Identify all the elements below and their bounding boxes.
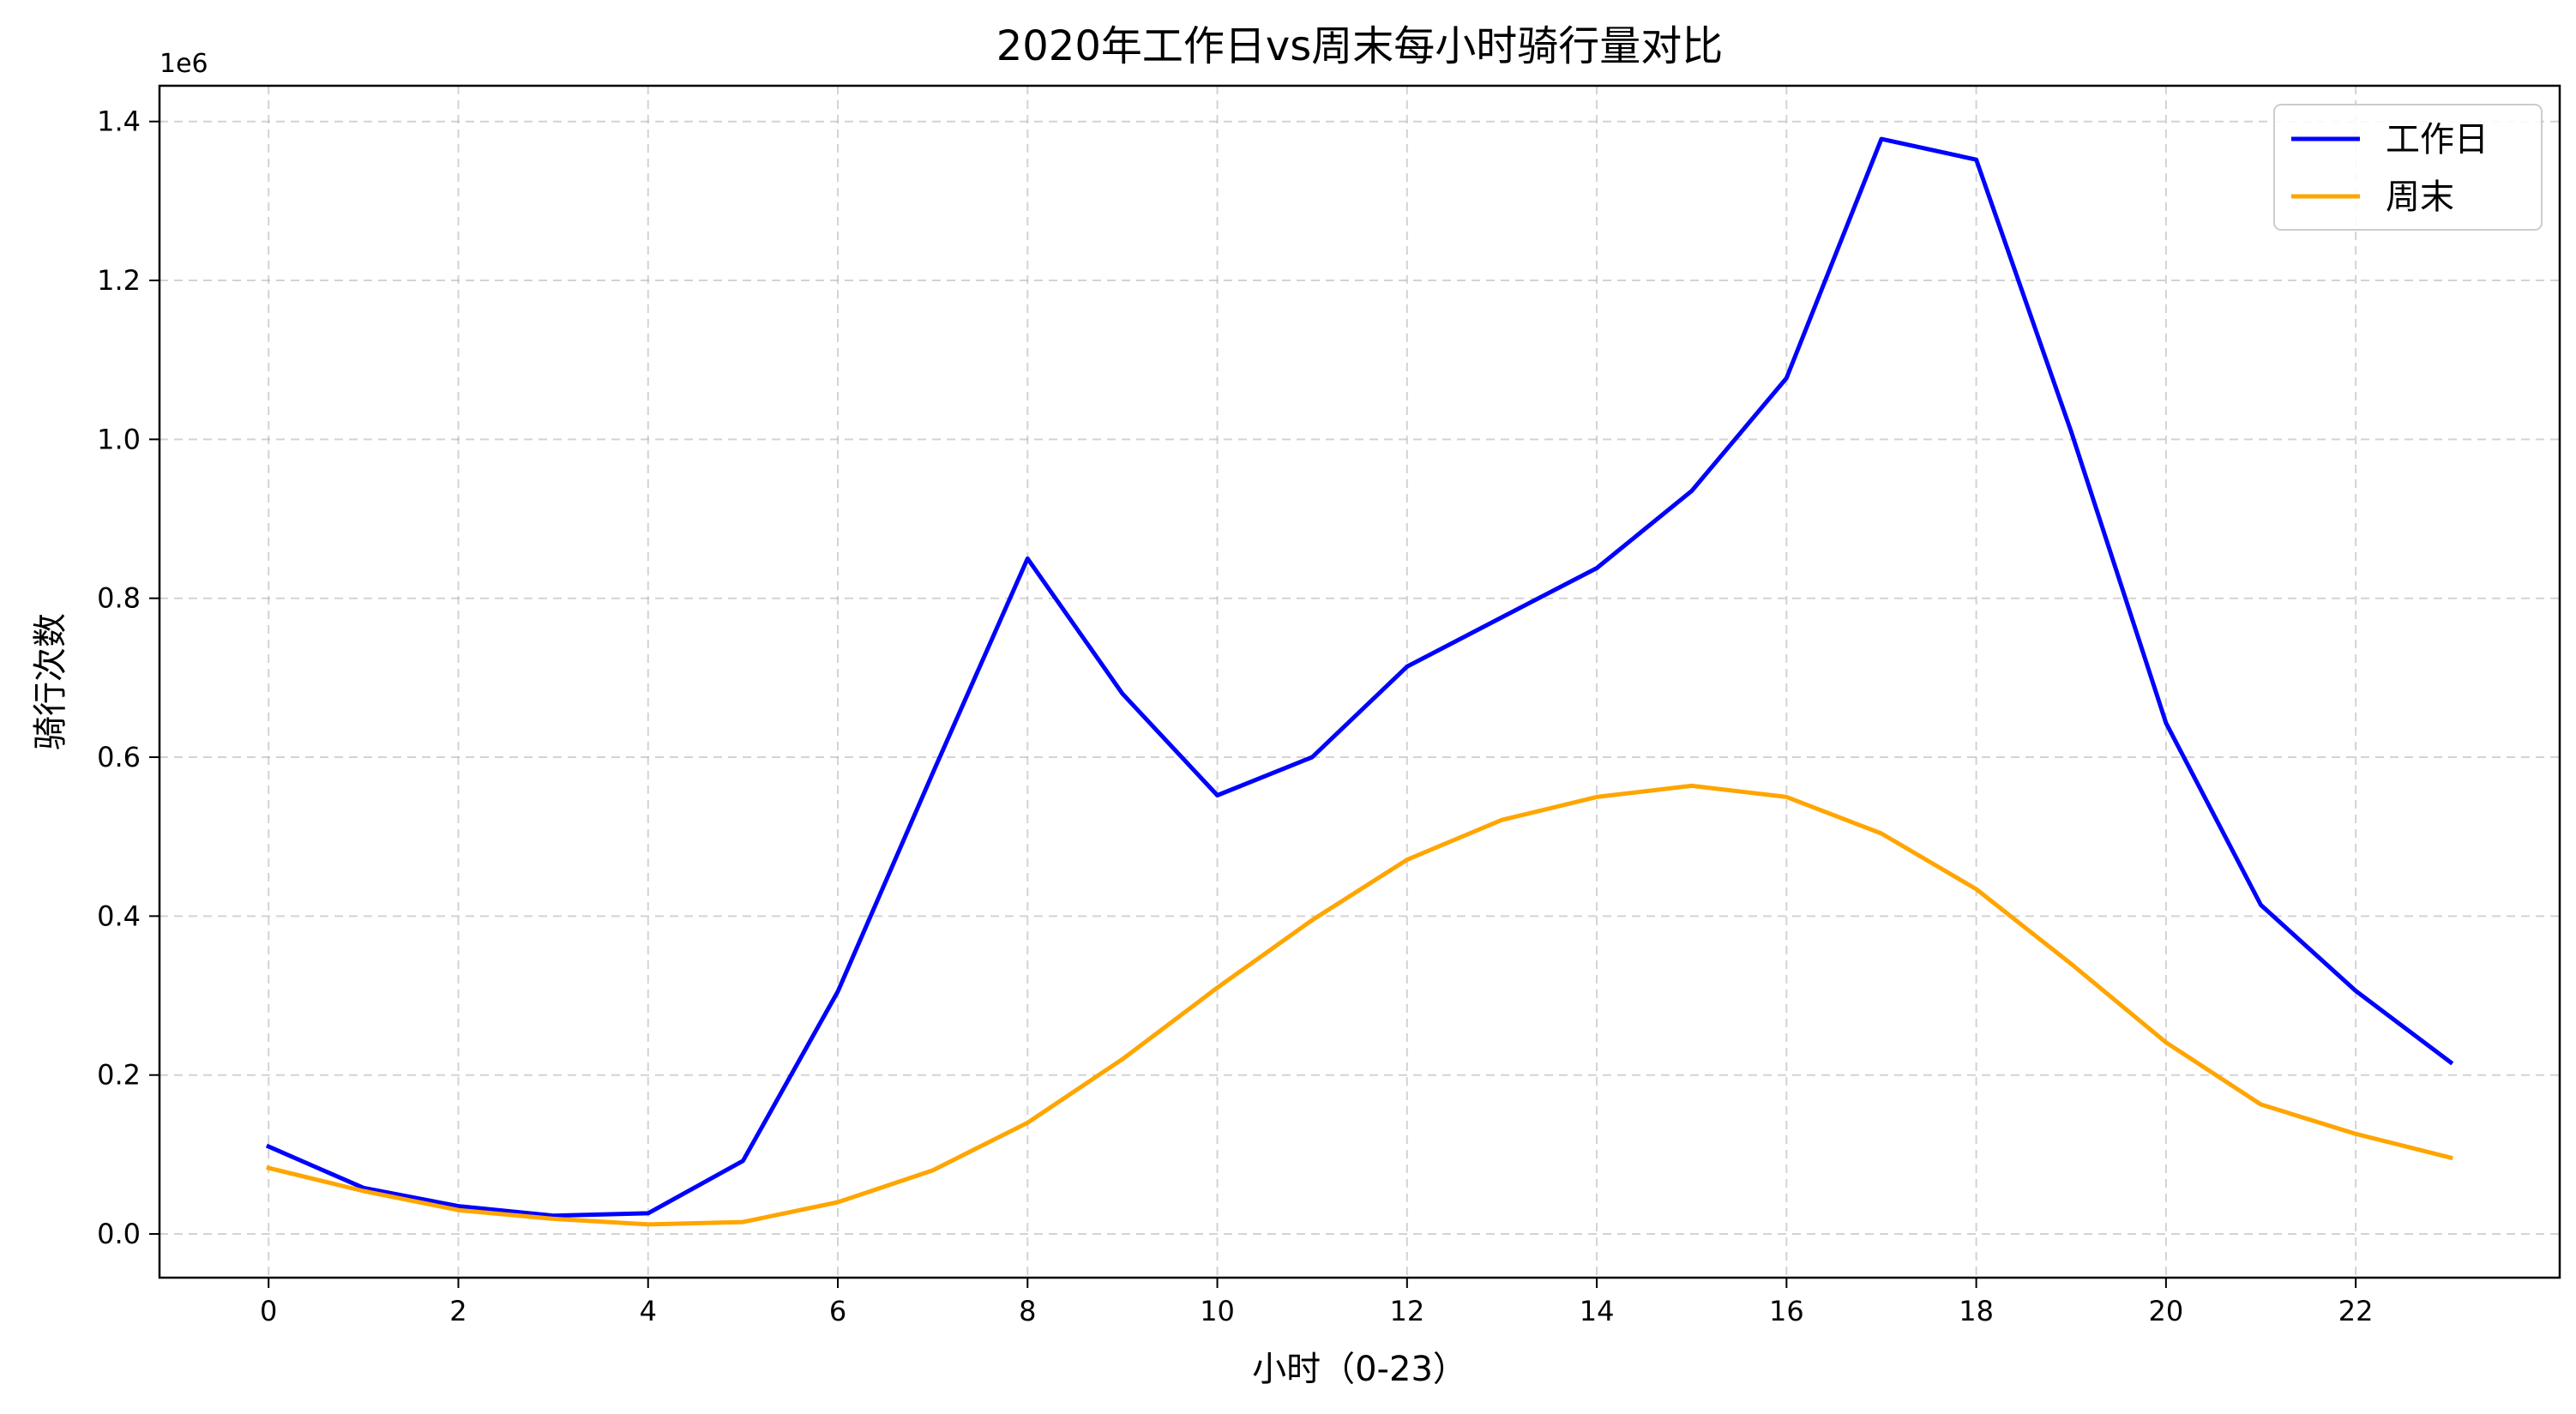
x-tick-label: 12 — [1389, 1295, 1424, 1327]
y-axis: 0.0 0.2 0.4 0.6 0.8 1.0 1.2 1.4 — [97, 105, 159, 1250]
series-line — [265, 136, 2454, 1218]
x-tick-label: 2 — [449, 1295, 466, 1327]
x-tick-label: 16 — [1769, 1295, 1804, 1327]
plot-frame — [158, 84, 2561, 1279]
x-axis-label: 小时（0-23） — [1252, 1350, 1467, 1389]
legend-label: 周末 — [2386, 178, 2454, 217]
y-tick-label: 0.2 — [97, 1059, 141, 1092]
y-tick-label: 0.6 — [97, 741, 141, 773]
series-line — [266, 783, 2453, 1227]
series-lines — [265, 136, 2454, 1227]
y-tick-label: 0.8 — [97, 582, 141, 615]
y-tick-label: 1.2 — [97, 264, 141, 297]
grid — [159, 86, 2560, 1278]
legend-label: 工作日 — [2386, 120, 2489, 159]
y-tick-label: 1.0 — [97, 423, 141, 455]
chart-title: 2020年工作日vs周末每小时骑行量对比 — [996, 22, 1724, 70]
x-tick-label: 8 — [1019, 1295, 1036, 1327]
x-tick-label: 18 — [1959, 1295, 1994, 1327]
y-axis-offset-label: 1e6 — [159, 49, 208, 79]
y-axis-label: 骑行次数 — [31, 613, 70, 750]
x-tick-label: 0 — [260, 1295, 277, 1327]
x-tick-label: 20 — [2149, 1295, 2184, 1327]
x-tick-label: 4 — [640, 1295, 657, 1327]
y-tick-label: 0.0 — [97, 1218, 141, 1250]
y-tick-label: 1.4 — [97, 105, 141, 138]
x-axis: 0 2 4 6 8 10 12 14 16 18 20 22 — [260, 1278, 2373, 1327]
x-tick-label: 22 — [2338, 1295, 2374, 1327]
y-tick-label: 0.4 — [97, 900, 141, 932]
x-tick-label: 10 — [1200, 1295, 1235, 1327]
x-tick-label: 14 — [1580, 1295, 1615, 1327]
x-tick-label: 6 — [829, 1295, 846, 1327]
